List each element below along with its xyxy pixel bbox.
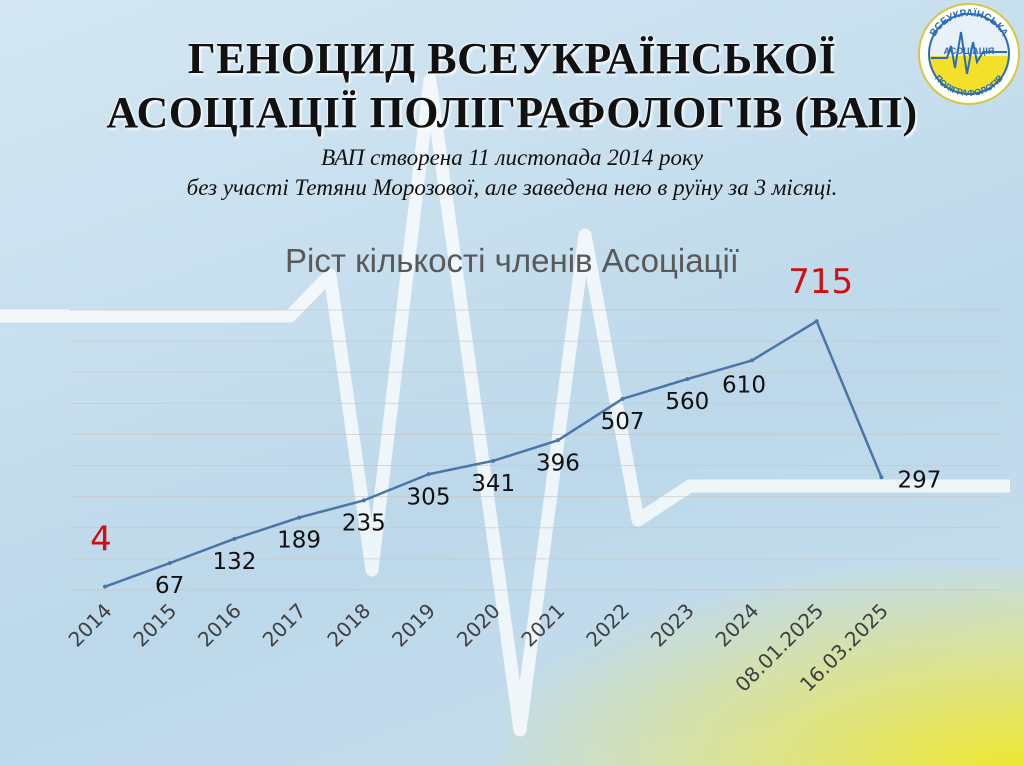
x-tick-label: 2014 [64, 599, 117, 652]
data-label: 189 [277, 528, 321, 554]
data-point [555, 438, 560, 443]
data-point [750, 358, 754, 363]
data-point [879, 475, 884, 480]
x-tick-label: 2024 [711, 599, 764, 652]
association-logo: ВСЕУКРАЇНСЬКА АСОЦІАЦІЯ ПОЛІГРАФОЛОГІВ [918, 3, 1020, 105]
data-label: 560 [665, 389, 709, 415]
data-point [361, 498, 366, 503]
chart-title: Ріст кількості членів Асоціації [285, 242, 739, 279]
data-point [103, 584, 107, 589]
x-tick-label: 2020 [452, 599, 505, 652]
page-title-line-2: АСОЦІАЦІЇ ПОЛІГРАФОЛОГІВ (ВАП) [106, 88, 918, 137]
x-tick-label: 2015 [128, 599, 181, 652]
x-tick-label: 2023 [646, 599, 699, 652]
logo-text-mid: АСОЦІАЦІЯ [944, 46, 995, 56]
data-point [232, 536, 237, 541]
x-tick-label: 2019 [387, 599, 440, 652]
data-point [620, 396, 625, 401]
data-label: 297 [897, 467, 941, 493]
x-tick-label: 2021 [516, 599, 569, 652]
series-line [104, 319, 883, 588]
data-label: 4 [90, 520, 112, 560]
data-label: 507 [601, 409, 645, 435]
x-tick-label: 2017 [258, 599, 311, 652]
data-label: 341 [471, 471, 515, 497]
data-point [297, 515, 302, 520]
x-tick-label: 2018 [322, 599, 375, 652]
data-label: 715 [788, 262, 853, 302]
data-label: 610 [722, 372, 766, 398]
data-point [685, 377, 690, 382]
data-label: 235 [342, 510, 386, 536]
data-point [814, 319, 819, 324]
data-label: 305 [407, 484, 451, 510]
data-label: 67 [155, 573, 184, 599]
subtitle-line-2: без участі Тетяни Морозової, але заведен… [186, 175, 838, 200]
data-label: 132 [212, 549, 256, 575]
x-tick-label: 2016 [193, 599, 246, 652]
data-point [167, 561, 172, 566]
subtitle-line-1: ВАП створена 11 листопада 2014 року [321, 145, 703, 170]
x-tick-label: 2022 [581, 599, 634, 652]
page-title-line-1: ГЕНОЦИД ВСЕУКРАЇНСЬКОЇ [187, 34, 837, 83]
background-glow [504, 566, 1024, 766]
data-point [426, 472, 431, 477]
data-point [491, 458, 496, 463]
data-label: 396 [536, 450, 580, 476]
